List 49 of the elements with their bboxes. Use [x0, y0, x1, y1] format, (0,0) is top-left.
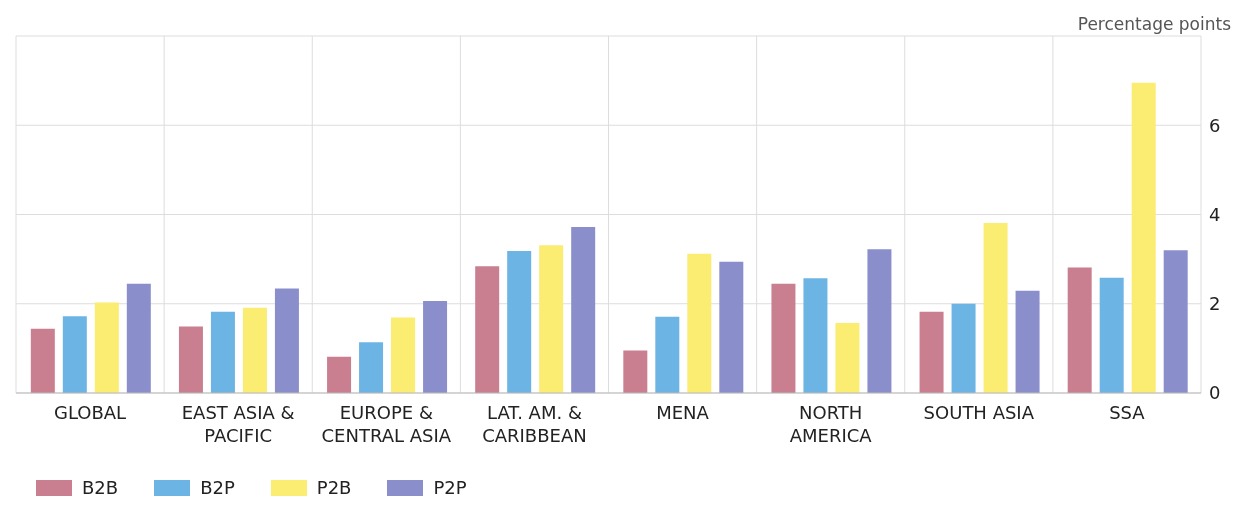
bar — [1163, 250, 1188, 393]
y-axis-title: Percentage points — [1077, 14, 1231, 34]
bar — [655, 316, 680, 393]
bar — [687, 253, 712, 393]
x-tick-label: MENA — [656, 402, 710, 423]
bar — [210, 311, 235, 393]
bar — [423, 301, 448, 393]
bar — [835, 322, 860, 393]
x-tick-label: EUROPE & CENTRAL ASIA — [321, 402, 452, 446]
x-tick-label: SOUTH ASIA — [923, 402, 1035, 423]
bar — [242, 307, 267, 393]
bar — [951, 303, 976, 393]
bar — [1015, 290, 1040, 393]
bar — [359, 342, 384, 393]
bar — [327, 356, 352, 393]
bar — [803, 278, 828, 393]
bar — [475, 266, 500, 393]
x-tick-label: SSA — [1109, 402, 1146, 423]
legend-label: B2B — [82, 477, 119, 498]
bar — [30, 328, 55, 393]
bar — [94, 302, 119, 393]
bar — [274, 288, 299, 393]
bar — [719, 261, 744, 393]
bar — [1099, 277, 1124, 393]
bar — [391, 317, 416, 393]
bar — [507, 251, 532, 393]
bar — [178, 326, 203, 393]
bar — [62, 316, 87, 393]
bar — [983, 222, 1008, 393]
x-tick-label: LAT. AM. & CARIBBEAN — [482, 402, 587, 446]
legend-label: P2B — [316, 477, 352, 498]
y-tick-label: 4 — [1209, 203, 1221, 225]
bar — [867, 249, 892, 393]
y-tick-label: 0 — [1209, 382, 1221, 404]
x-tick-label: NORTH AMERICA — [789, 402, 873, 446]
bar — [126, 283, 151, 393]
bar — [771, 283, 796, 393]
legend-label: B2P — [200, 477, 235, 498]
x-tick-label: GLOBAL — [53, 402, 127, 423]
bar — [539, 245, 564, 393]
y-tick-label: 2 — [1209, 293, 1221, 315]
bar — [1131, 82, 1156, 393]
x-tick-label: EAST ASIA & PACIFIC — [181, 402, 295, 446]
y-tick-label: 6 — [1209, 114, 1221, 136]
bar — [623, 350, 648, 393]
bar — [571, 227, 596, 393]
bar — [1067, 267, 1092, 393]
bar — [919, 311, 944, 393]
legend-label: P2P — [433, 477, 467, 498]
